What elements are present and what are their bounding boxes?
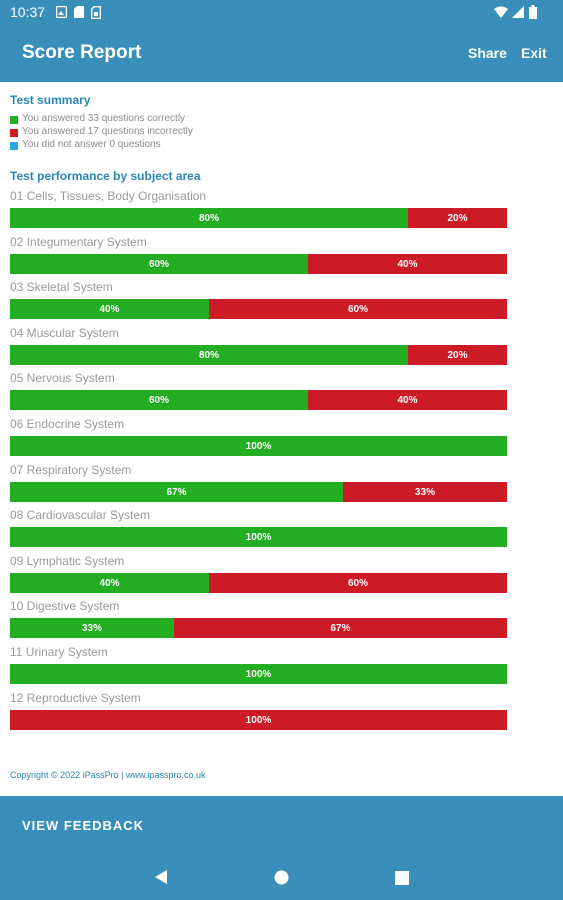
- subject-bar: 67% 33%: [10, 482, 507, 502]
- subject-bar: 33% 67%: [10, 618, 507, 638]
- legend-swatch-incorrect: [10, 129, 18, 137]
- subject-label: 08 Cardiovascular System: [10, 508, 151, 522]
- signal-icon: [512, 6, 524, 18]
- subject-label: 04 Muscular System: [10, 326, 119, 340]
- legend-text: You answered 33 questions correctly: [22, 113, 186, 124]
- subject-label: 05 Nervous System: [10, 371, 115, 385]
- back-icon[interactable]: [154, 869, 168, 885]
- bar-segment-incorrect: 60%: [209, 573, 507, 593]
- subject-bar: 60% 40%: [10, 390, 507, 410]
- view-feedback-button[interactable]: VIEW FEEDBACK: [22, 818, 145, 833]
- wifi-icon: [494, 6, 508, 18]
- bar-segment-incorrect: 40%: [308, 254, 507, 274]
- subject-bar: 60% 40%: [10, 254, 507, 274]
- bar-segment-correct: 80%: [10, 345, 408, 365]
- subject-bar: 100%: [10, 436, 507, 456]
- legend-swatch-correct: [10, 116, 18, 124]
- share-button[interactable]: Share: [468, 45, 507, 61]
- bar-segment-correct: 100%: [10, 527, 507, 547]
- footer-bar: VIEW FEEDBACK: [0, 796, 563, 900]
- home-icon[interactable]: [274, 870, 289, 885]
- bar-segment-correct: 100%: [10, 664, 507, 684]
- recents-icon[interactable]: [395, 871, 409, 885]
- bar-segment-correct: 40%: [10, 573, 209, 593]
- copyright-text: Copyright © 2022 iPassPro | www.ipasspro…: [10, 770, 206, 780]
- subject-bar: 80% 20%: [10, 345, 507, 365]
- bar-segment-correct: 33%: [10, 618, 174, 638]
- legend-text: You answered 17 questions incorrectly: [22, 126, 193, 137]
- subject-bar: 100%: [10, 710, 507, 730]
- subject-bar: 80% 20%: [10, 208, 507, 228]
- subject-bar: 40% 60%: [10, 299, 507, 319]
- page-title: Score Report: [22, 42, 142, 63]
- battery-icon: [529, 5, 537, 19]
- subject-label: 10 Digestive System: [10, 599, 120, 613]
- image-icon: [56, 6, 67, 18]
- subject-label: 12 Reproductive System: [10, 691, 141, 705]
- subject-label: 11 Urinary System: [10, 645, 108, 659]
- bar-segment-incorrect: 33%: [343, 482, 507, 502]
- subject-bar: 100%: [10, 664, 507, 684]
- bar-segment-correct: 40%: [10, 299, 209, 319]
- subject-label: 01 Cells, Tissues, Body Organisation: [10, 189, 207, 203]
- legend-text: You did not answer 0 questions: [22, 139, 161, 150]
- subject-label: 02 Integumentary System: [10, 235, 147, 249]
- subject-label: 07 Respiratory System: [10, 463, 132, 477]
- bar-segment-incorrect: 40%: [308, 390, 507, 410]
- bar-segment-incorrect: 20%: [408, 345, 507, 365]
- bar-segment-correct: 80%: [10, 208, 408, 228]
- legend-swatch-unanswered: [10, 142, 18, 150]
- subject-label: 09 Lymphatic System: [10, 554, 125, 568]
- bar-segment-correct: 60%: [10, 390, 308, 410]
- sd-card-icon: [74, 6, 84, 18]
- sim-card-icon: [91, 6, 101, 19]
- bar-segment-incorrect: 67%: [174, 618, 507, 638]
- bar-segment-incorrect: 60%: [209, 299, 507, 319]
- status-bar: 10:37: [0, 0, 563, 25]
- performance-heading: Test performance by subject area: [10, 169, 201, 183]
- subject-bar: 40% 60%: [10, 573, 507, 593]
- subject-label: 03 Skeletal System: [10, 280, 113, 294]
- test-summary-heading: Test summary: [10, 93, 91, 107]
- status-time: 10:37: [10, 4, 46, 20]
- subject-label: 06 Endocrine System: [10, 417, 125, 431]
- bar-segment-incorrect: 20%: [408, 208, 507, 228]
- bar-segment-correct: 67%: [10, 482, 343, 502]
- bar-segment-incorrect: 100%: [10, 710, 507, 730]
- subject-bar: 100%: [10, 527, 507, 547]
- bar-segment-correct: 100%: [10, 436, 507, 456]
- app-bar: Score Report Share Exit: [0, 25, 563, 82]
- bar-segment-correct: 60%: [10, 254, 308, 274]
- exit-button[interactable]: Exit: [521, 45, 547, 61]
